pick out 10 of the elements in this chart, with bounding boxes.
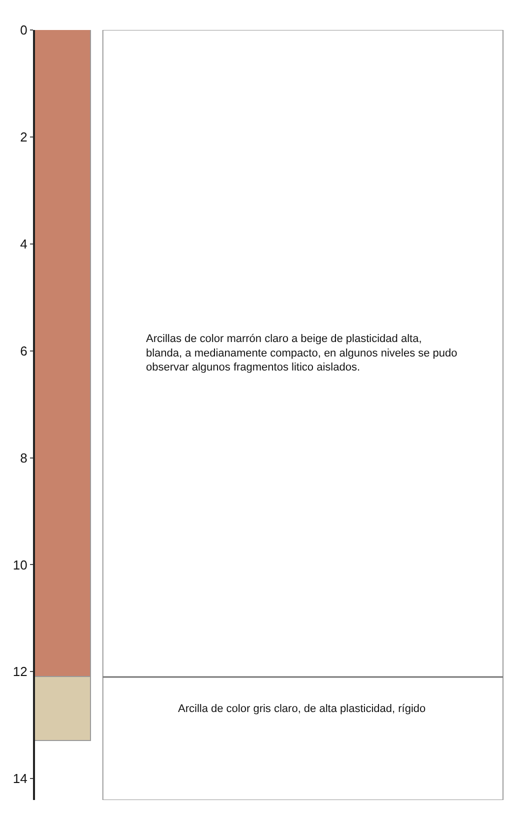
y-tick-label: 12 — [12, 664, 28, 680]
y-tick-label: 14 — [12, 771, 28, 786]
y-tick-label: 6 — [20, 343, 28, 358]
y-tick-label: 10 — [12, 557, 28, 572]
text: Arcilla de color gris claro, de alta plasticidad, rígido — [178, 703, 426, 715]
text: Arcillas de color marrón claro a beige de plasticidad alta, blanda, a medianamente compacto, en algunos niveles se pudo observar algunos fragmentos litico aislados. — [146, 333, 458, 374]
y-tick-label: 0 — [20, 22, 28, 38]
y-tick-label: 4 — [20, 236, 28, 252]
y-tick-label: 8 — [20, 450, 28, 466]
y-tick-label: 2 — [20, 129, 28, 144]
